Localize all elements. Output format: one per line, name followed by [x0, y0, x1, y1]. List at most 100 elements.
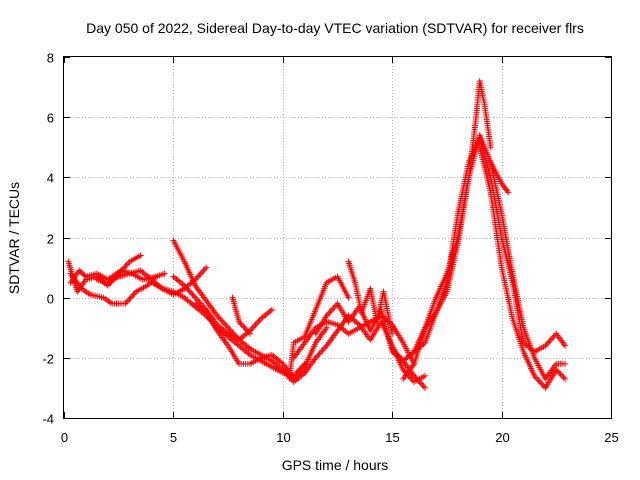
y-axis-label: SDTVAR / TECUs: [6, 182, 22, 294]
data-point: [560, 374, 567, 381]
data-point: [329, 306, 336, 313]
data-point: [255, 318, 262, 325]
data-point: [318, 348, 325, 355]
series-track-3: [67, 267, 168, 286]
data-point: [188, 290, 195, 297]
y-tick-label: 6: [47, 111, 54, 126]
data-point: [546, 338, 553, 345]
data-point: [249, 324, 256, 331]
data-point: [193, 296, 200, 303]
data-point: [320, 345, 327, 352]
x-tick-label: 0: [61, 430, 68, 445]
chart-title: Day 050 of 2022, Sidereal Day-to-day VTE…: [86, 20, 584, 36]
data-point: [218, 317, 225, 324]
data-point: [248, 326, 255, 333]
data-point: [137, 252, 144, 259]
data-point: [505, 189, 512, 196]
x-axis-label: GPS time / hours: [282, 457, 389, 473]
data-point: [186, 288, 193, 295]
data-point: [189, 291, 196, 298]
series-track-14: [345, 258, 396, 337]
data-point: [549, 335, 556, 342]
y-tick-label: 0: [47, 292, 54, 307]
data-point: [409, 377, 416, 384]
data-point: [195, 273, 202, 280]
series-track-8: [192, 300, 330, 382]
data-point: [201, 266, 208, 273]
data-point: [487, 144, 494, 151]
data-point: [122, 263, 129, 270]
data-point: [536, 378, 543, 385]
data-point: [127, 294, 134, 301]
y-tick-label: 4: [47, 171, 54, 186]
series-track-9: [229, 294, 253, 337]
data-point: [550, 333, 557, 340]
data-point: [123, 261, 130, 268]
data-point: [547, 336, 554, 343]
data-point: [556, 369, 563, 376]
data-point: [216, 315, 223, 322]
axis-ticks: 0 5 10 15 20 25 -4 -2 0 2 4 6 8: [42, 51, 618, 446]
data-point: [331, 303, 338, 310]
x-tick-label: 5: [170, 430, 177, 445]
data-point: [126, 296, 133, 303]
data-point: [535, 377, 542, 384]
data-point: [161, 270, 168, 277]
series-track-19: [487, 159, 569, 382]
series-track-16: [400, 78, 494, 382]
data-point: [323, 324, 330, 331]
x-tick-label: 25: [604, 430, 618, 445]
data-point: [298, 366, 305, 373]
data-point: [130, 291, 137, 298]
data-point: [251, 323, 258, 330]
y-tick-label: -4: [42, 412, 54, 427]
series-track-7: [170, 273, 308, 385]
data-point: [534, 375, 541, 382]
y-tick-label: -2: [42, 352, 54, 367]
data-point: [545, 339, 552, 346]
data-point: [538, 380, 545, 387]
data-point: [327, 308, 334, 315]
series-track-11: [290, 312, 418, 367]
data-point: [268, 306, 275, 313]
y-tick-label: 2: [47, 232, 54, 247]
series-track-18: [476, 144, 569, 391]
series-track-12: [301, 312, 429, 385]
data-point: [557, 371, 564, 378]
data-point: [562, 375, 569, 382]
data-point: [420, 383, 427, 390]
data-point: [203, 264, 210, 271]
data-point: [195, 297, 202, 304]
data-point: [219, 318, 226, 325]
data-point: [316, 350, 323, 357]
data-point: [246, 330, 253, 337]
data-point: [197, 270, 204, 277]
data-point: [389, 330, 396, 337]
data-point: [240, 323, 247, 330]
data-point: [252, 321, 259, 328]
data-point: [200, 267, 207, 274]
data-point: [123, 299, 130, 306]
x-tick-label: 15: [385, 430, 399, 445]
data-point: [256, 317, 263, 324]
data-point: [539, 381, 546, 388]
series-track-17: [411, 135, 569, 355]
grid: [64, 57, 611, 418]
data-point: [199, 269, 206, 276]
data-point: [559, 372, 566, 379]
y-tick-label: 8: [47, 51, 54, 66]
data-point: [330, 305, 337, 312]
data-point: [238, 321, 245, 328]
data-point: [345, 294, 352, 301]
data-point: [562, 342, 569, 349]
data-point: [562, 360, 569, 367]
data-point: [419, 381, 426, 388]
data-point: [241, 324, 248, 331]
data-point: [253, 320, 260, 327]
data-point: [319, 347, 326, 354]
plot-frame: [63, 56, 612, 419]
data-point: [422, 384, 429, 391]
data-point: [192, 294, 199, 301]
x-tick-label: 20: [495, 430, 509, 445]
